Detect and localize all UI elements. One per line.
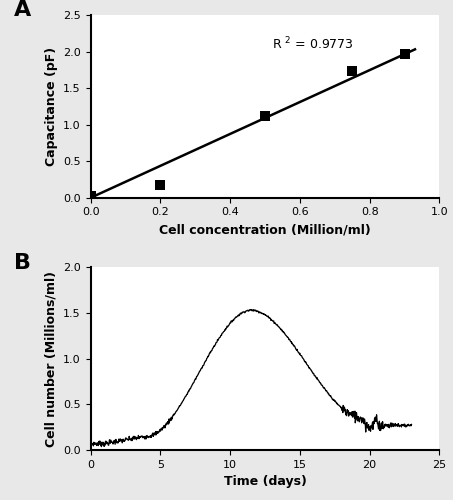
Y-axis label: Capacitance (pF): Capacitance (pF): [44, 47, 58, 166]
Y-axis label: Cell number (Millions/ml): Cell number (Millions/ml): [44, 270, 58, 446]
Point: [349, 68, 356, 76]
Point: [157, 182, 164, 190]
Point: [401, 50, 408, 58]
Text: B: B: [14, 252, 31, 272]
X-axis label: Time (days): Time (days): [224, 476, 306, 488]
Text: A: A: [14, 0, 31, 20]
Text: R $^{2}$ = 0.9773: R $^{2}$ = 0.9773: [272, 36, 354, 52]
Point: [261, 112, 269, 120]
Point: [87, 192, 94, 200]
X-axis label: Cell concentration (Million/ml): Cell concentration (Million/ml): [159, 223, 371, 236]
